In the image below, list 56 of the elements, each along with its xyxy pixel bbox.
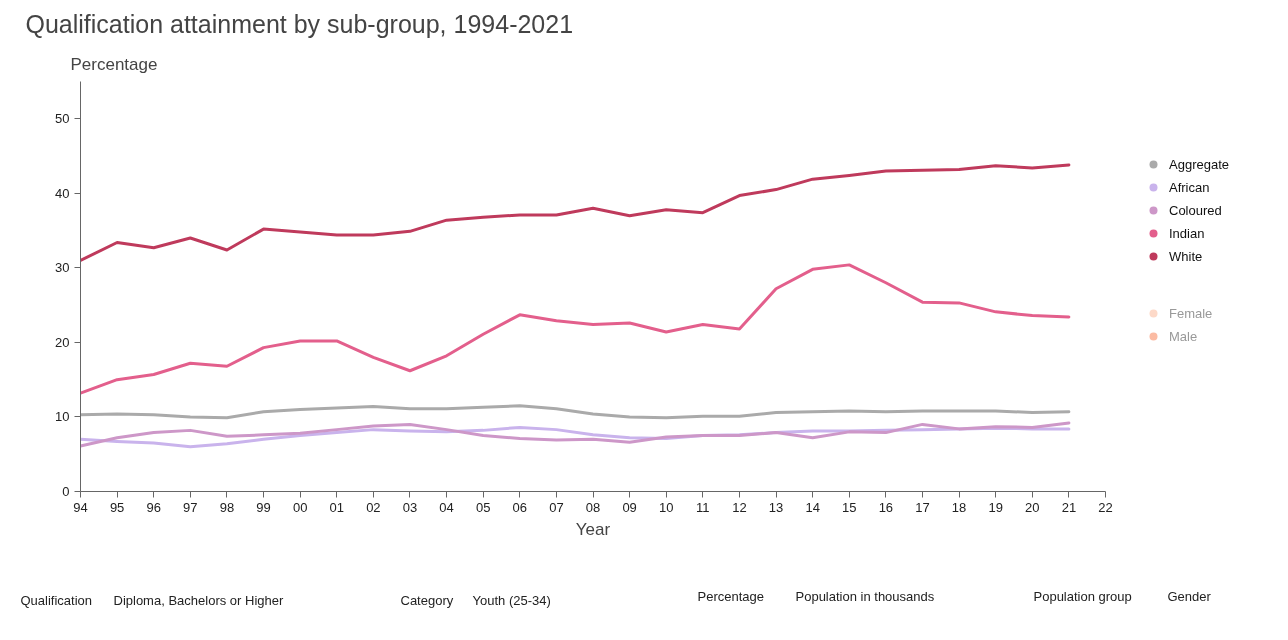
- x-tick-label: 97: [183, 499, 198, 515]
- x-tick-label: 15: [842, 499, 857, 515]
- x-tick-label: 05: [475, 499, 491, 515]
- x-tick-label: 03: [402, 499, 418, 515]
- y-tick-label: 10: [55, 409, 70, 425]
- x-tick-label: 10: [658, 499, 674, 515]
- x-tick-label: 95: [109, 499, 125, 515]
- x-tick-label: 17: [915, 499, 930, 515]
- text: Diploma, Bachelors or Higher: [113, 593, 284, 608]
- y-tick-label: 20: [55, 334, 70, 350]
- text: Youth (25-34): [472, 593, 551, 608]
- legend-label: African: [1169, 179, 1210, 195]
- text: Population in thousands: [795, 589, 935, 604]
- x-tick-label: 21: [1061, 499, 1077, 515]
- x-tick-label: 02: [366, 499, 381, 515]
- x-tick-label: 22: [1098, 499, 1113, 515]
- y-axis-title: Percentage: [70, 54, 158, 74]
- legend-label: Female: [1169, 305, 1213, 321]
- x-tick-label: 04: [439, 499, 454, 515]
- x-tick-label: 12: [732, 499, 747, 515]
- x-tick-label: 11: [696, 499, 710, 515]
- x-axis-title: Year: [575, 519, 611, 539]
- y-tick-label: 0: [62, 484, 70, 499]
- x-tick-label: 94: [73, 499, 88, 515]
- legend-label: White: [1169, 248, 1203, 264]
- line-series: [80, 263, 1071, 395]
- line-series: [80, 404, 1071, 420]
- x-tick-label: 00: [292, 499, 308, 515]
- y-tick-label: 40: [55, 185, 70, 201]
- chart-title: Qualification attainment by sub-group, 1994-2021: [25, 9, 574, 38]
- x-tick-label: 08: [585, 499, 601, 515]
- x-tick-label: 06: [512, 499, 528, 515]
- legend-label: Indian: [1169, 225, 1205, 241]
- x-tick-label: 18: [951, 499, 967, 515]
- x-tick-label: 96: [146, 499, 161, 515]
- text: Category: [400, 593, 454, 608]
- x-tick-label: 20: [1025, 499, 1040, 515]
- text: Percentage: [697, 589, 764, 604]
- x-tick-label: 99: [256, 499, 271, 515]
- text: Population group: [1033, 589, 1132, 604]
- y-tick-label: 30: [55, 260, 70, 276]
- x-tick-label: 09: [622, 499, 637, 515]
- x-tick-label: 98: [219, 499, 235, 515]
- x-tick-label: 01: [329, 499, 344, 515]
- x-tick-label: 19: [988, 499, 1003, 515]
- legend-label: Male: [1169, 328, 1198, 344]
- text: Gender: [1167, 589, 1212, 604]
- legend-label: Coloured: [1169, 202, 1222, 218]
- text: Qualification: [20, 593, 93, 608]
- x-tick-label: 07: [549, 499, 564, 515]
- x-tick-label: 14: [805, 499, 820, 515]
- line-series: [80, 163, 1071, 262]
- legend-label: Aggregate: [1169, 156, 1229, 172]
- x-tick-label: 16: [878, 499, 894, 515]
- y-tick-label: 50: [55, 111, 70, 127]
- x-tick-label: 13: [768, 499, 784, 515]
